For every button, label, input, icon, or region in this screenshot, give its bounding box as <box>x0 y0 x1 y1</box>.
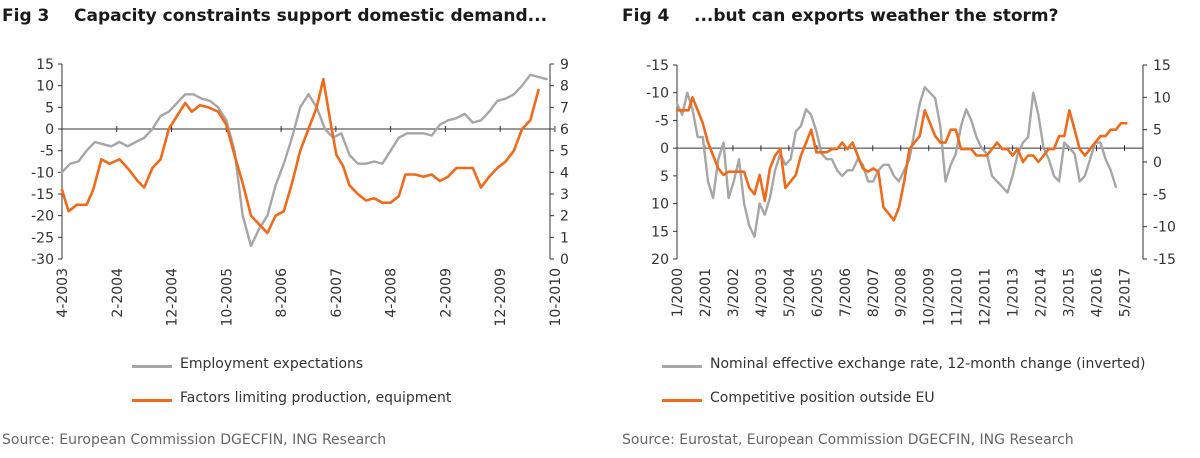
right-tick-label: 4 <box>560 165 569 181</box>
x-tick-label: 2/2001 <box>698 268 714 317</box>
x-tick-label: 9/2008 <box>894 268 910 317</box>
x-tick-label: 11/2010 <box>950 268 966 326</box>
figure-title-text: ...but can exports weather the storm? <box>694 6 1059 26</box>
right-tick-label: 10 <box>1153 90 1171 106</box>
x-tick-label: 8-2006 <box>274 268 290 318</box>
legend-swatch-gray <box>662 365 702 368</box>
left-tick-label: 5 <box>660 169 669 185</box>
x-tick-label: 12/2011 <box>978 268 994 326</box>
right-tick-label: 5 <box>1153 123 1162 139</box>
x-tick-label: 5/2017 <box>1117 268 1133 317</box>
series-line-gray <box>675 86 1118 238</box>
left-tick-label: 15 <box>651 224 669 240</box>
right-tick-label: 6 <box>560 122 569 138</box>
legend-label: Nominal effective exchange rate, 12-mont… <box>710 356 1146 372</box>
figure-number: Fig 4 <box>622 6 670 26</box>
x-tick-label: 1/2013 <box>1006 268 1022 317</box>
right-tick-label: 2 <box>560 209 569 225</box>
figure-title-text: Capacity constraints support domestic de… <box>74 6 548 26</box>
right-tick-label: -10 <box>1153 220 1176 236</box>
left-tick-label: -5 <box>40 144 54 160</box>
x-tick-label: 8/2007 <box>866 268 882 317</box>
x-tick-label: 3/2002 <box>726 268 742 317</box>
x-tick-label: 4/2003 <box>754 268 770 317</box>
left-tick-label: -15 <box>646 58 669 74</box>
x-tick-label: 2-2004 <box>110 268 126 318</box>
x-tick-label: 2/2014 <box>1034 268 1050 317</box>
x-tick-label: 6/2005 <box>810 268 826 317</box>
right-tick-label: 5 <box>560 144 569 160</box>
left-tick-label: -30 <box>31 252 54 268</box>
left-tick-label: -10 <box>31 165 54 181</box>
left-tick-label: 0 <box>45 122 54 138</box>
legend-swatch-gray <box>132 365 172 368</box>
left-tick-label: -25 <box>31 230 54 246</box>
right-tick-label: 9 <box>560 57 569 73</box>
x-tick-label: 4-2003 <box>55 268 71 318</box>
figure-4-chart: -15 -10 -5 0 5 10 15 20 15 10 5 0 -5 -10 -15 1/2000 2/20… <box>646 58 1176 326</box>
x-tick-label: 1/2000 <box>670 268 686 317</box>
source-note: Source: European Commission DGECFIN, ING… <box>2 432 387 448</box>
left-tick-label: 10 <box>651 197 669 213</box>
right-tick-label: -5 <box>1153 187 1167 203</box>
x-tick-label: 10-2005 <box>219 268 235 327</box>
left-tick-label: -20 <box>31 209 54 225</box>
legend-label: Factors limiting production, equipment <box>180 390 452 406</box>
x-tick-label: 4/2016 <box>1090 268 1106 317</box>
left-tick-label: 0 <box>660 141 669 157</box>
series-line-orange <box>675 96 1128 222</box>
figure-title: Fig 4 ...but can exports weather the stor… <box>622 6 1058 26</box>
right-tick-label: 7 <box>560 100 569 116</box>
legend-label: Competitive position outside EU <box>710 390 935 406</box>
x-tick-label: 2-2009 <box>438 268 454 318</box>
left-tick-label: 10 <box>36 79 54 95</box>
left-tick-label: -10 <box>646 86 669 102</box>
legend-label: Employment expectations <box>180 356 364 372</box>
x-tick-label: 6-2007 <box>329 268 345 318</box>
right-tick-label: 0 <box>560 252 569 268</box>
right-tick-label: 0 <box>1153 155 1162 171</box>
legend-swatch-orange <box>132 399 172 402</box>
x-tick-label: 10/2009 <box>922 268 938 326</box>
left-tick-label: 15 <box>36 57 54 73</box>
legend-swatch-orange <box>662 399 702 402</box>
right-tick-label: -15 <box>1153 252 1176 268</box>
x-tick-label: 12-2004 <box>165 268 181 327</box>
left-tick-label: -5 <box>655 113 669 129</box>
source-note: Source: Eurostat, European Commission DG… <box>622 432 1074 448</box>
figure-number: Fig 3 <box>2 6 50 26</box>
right-tick-label: 1 <box>560 230 569 246</box>
x-tick-label: 3/2015 <box>1062 268 1078 317</box>
x-tick-label: 5/2004 <box>782 268 798 317</box>
series-line-orange <box>60 77 540 235</box>
x-tick-label: 4-2008 <box>384 268 400 318</box>
left-tick-label: -15 <box>31 187 54 203</box>
left-tick-label: 20 <box>651 252 669 268</box>
figure-3-panel: Fig 3 Capacity constraints support domest… <box>2 6 569 448</box>
x-tick-label: 12-2009 <box>493 268 509 327</box>
figure-4-panel: Fig 4 ...but can exports weather the stor… <box>600 0 1200 458</box>
x-tick-label: 10-2010 <box>548 268 564 327</box>
figure-title: Fig 3 Capacity constraints support domest… <box>2 6 547 26</box>
series-line-gray <box>60 73 548 248</box>
x-tick-label: 7/2006 <box>838 268 854 317</box>
left-tick-label: 5 <box>45 100 54 116</box>
right-tick-label: 8 <box>560 79 569 95</box>
right-tick-label: 15 <box>1153 58 1171 74</box>
right-tick-label: 3 <box>560 187 569 203</box>
